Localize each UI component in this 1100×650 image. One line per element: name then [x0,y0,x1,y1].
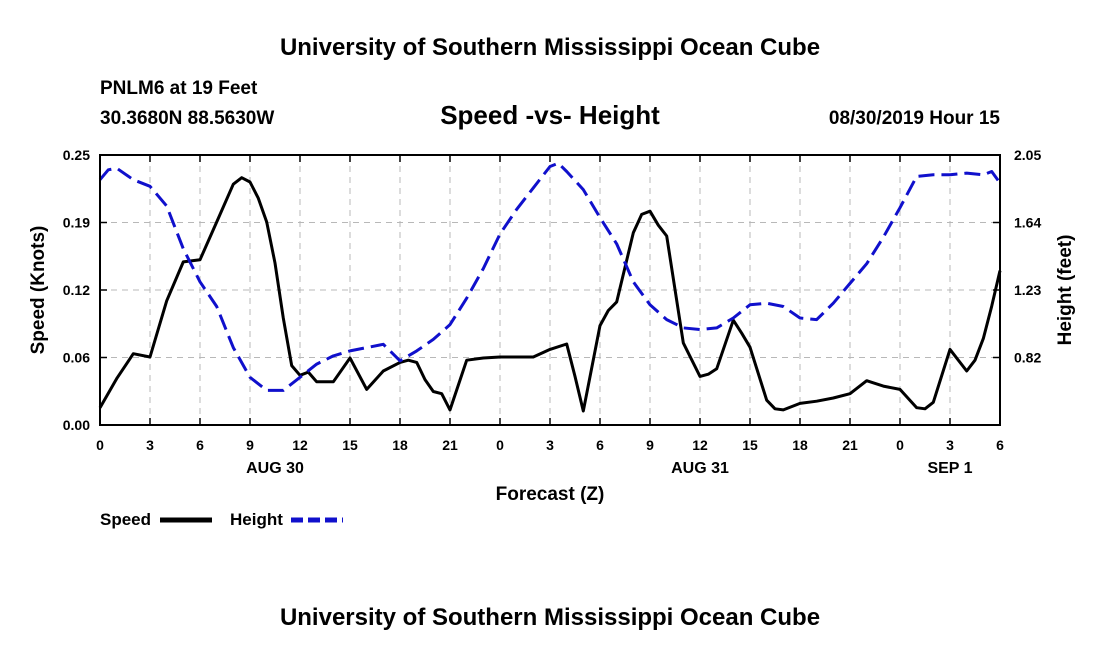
grid [100,155,1000,425]
y-left-tick-label: 0.19 [63,215,90,231]
station-label: PNLM6 at 19 Feet [100,78,258,99]
x-tick-label: 6 [196,437,204,453]
x-tick-label: 18 [392,437,408,453]
x-tick-label: 3 [146,437,154,453]
series-line-height [98,161,1002,392]
series-group [98,161,1002,413]
legend-label-height: Height [230,510,283,529]
legend: Speed Height [100,510,343,529]
x-tick-label: 3 [546,437,554,453]
y-axis-left-label: Speed (Knots) [28,226,49,355]
y-right-tick-label: 0.82 [1014,350,1041,366]
x-tick-label: 6 [996,437,1004,453]
x-tick-label: 12 [692,437,708,453]
x-tick-label: 9 [646,437,654,453]
y-right-tick-label: 1.23 [1014,282,1041,298]
date-label: SEP 1 [927,460,972,477]
x-tick-label: 0 [896,437,904,453]
coordinates-label: 30.3680N 88.5630W [100,108,274,129]
x-tick-label: 15 [342,437,358,453]
date-label: AUG 31 [671,460,729,477]
datetime-label: 08/30/2019 Hour 15 [829,108,1001,129]
y-left-tick-label: 0.06 [63,350,90,366]
y-left-tick-label: 0.25 [63,147,90,163]
legend-label-speed: Speed [100,510,151,529]
y-left-tick-label: 0.12 [63,282,90,298]
page-title: University of Southern Mississippi Ocean… [280,34,820,61]
x-tick-label: 12 [292,437,308,453]
x-tick-label: 6 [596,437,604,453]
chart-title: Speed -vs- Height [440,100,660,130]
x-tick-label: 21 [842,437,858,453]
axis-ticks: 0 3 6 9 12 15 18 21 0 3 6 9 12 15 18 21 0 3 6 AUG 30 AUG 31 S… [63,147,1042,477]
y-right-tick-label: 2.05 [1014,147,1041,163]
y-left-tick-label: 0.00 [63,417,90,433]
x-tick-label: 0 [496,437,504,453]
y-axis-right-label: Height (feet) [1055,235,1076,346]
x-tick-label: 9 [246,437,254,453]
x-axis-label: Forecast (Z) [496,484,605,505]
x-tick-label: 21 [442,437,458,453]
y-right-tick-label: 1.64 [1014,215,1041,231]
x-tick-label: 15 [742,437,758,453]
x-tick-label: 18 [792,437,808,453]
x-tick-label: 3 [946,437,954,453]
footer-title: University of Southern Mississippi Ocean… [280,604,820,631]
x-tick-label: 0 [96,437,104,453]
date-label: AUG 30 [246,460,304,477]
series-line-speed [98,176,1002,413]
